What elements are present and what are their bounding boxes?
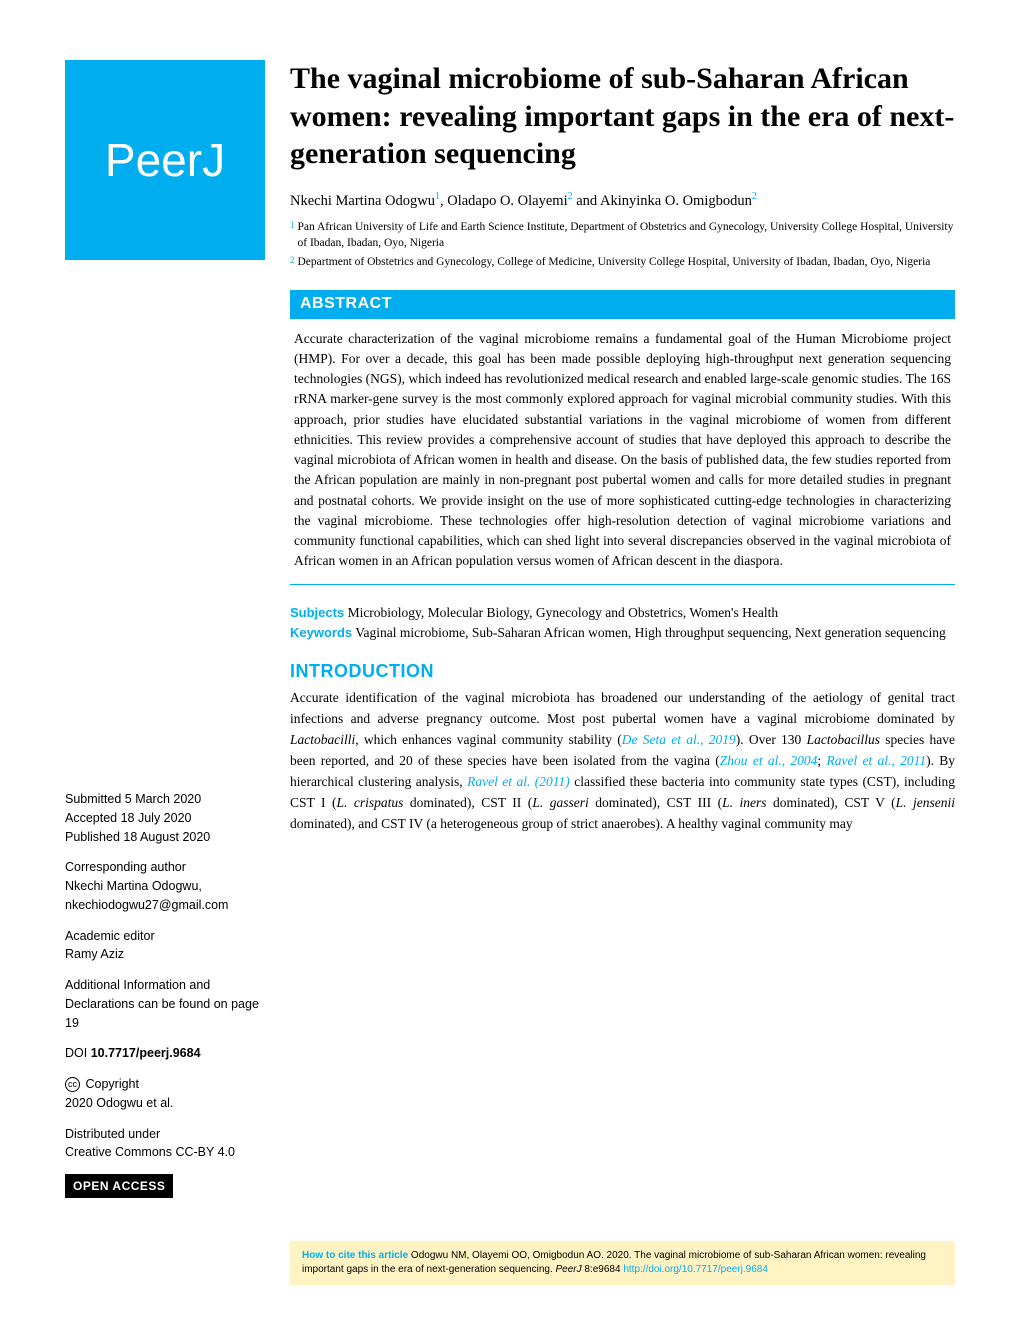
subjects-keywords: Subjects Microbiology, Molecular Biology… <box>290 603 955 644</box>
page-container: PeerJ Submitted 5 March 2020 Accepted 18… <box>0 0 1020 1238</box>
cite-text-2: 8:e9684 <box>582 1264 624 1275</box>
left-column: PeerJ Submitted 5 March 2020 Accepted 18… <box>65 60 265 1198</box>
corresponding-name: Nkechi Martina Odogwu, <box>65 877 265 896</box>
distributed-label: Distributed under <box>65 1125 265 1144</box>
aff-1-text: Pan African University of Life and Earth… <box>298 219 956 251</box>
abstract-box: Accurate characterization of the vaginal… <box>290 318 955 585</box>
intro-text: dominated), and CST IV (a heterogeneous … <box>290 816 853 831</box>
abstract-text: Accurate characterization of the vaginal… <box>294 329 951 572</box>
doi-label: DOI <box>65 1046 91 1060</box>
subjects-label: Subjects <box>290 605 344 620</box>
affiliation-2: 2 Department of Obstetrics and Gynecolog… <box>290 254 955 270</box>
copyright-block: cc Copyright 2020 Odogwu et al. <box>65 1075 265 1113</box>
citation-ref[interactable]: Zhou et al., 2004 <box>720 753 818 768</box>
introduction-heading: INTRODUCTION <box>290 661 955 682</box>
accepted-label: Accepted <box>65 811 121 825</box>
submitted-date: 5 March 2020 <box>125 792 201 806</box>
intro-text: dominated), CST III ( <box>589 795 722 810</box>
logo-text: PeerJ <box>105 133 225 187</box>
intro-text: ). Over 130 <box>736 732 807 747</box>
aff-1-num: 1 <box>290 219 295 251</box>
open-access-badge: OPEN ACCESS <box>65 1174 173 1198</box>
authors-line: Nkechi Martina Odogwu1, Oladapo O. Olaye… <box>290 191 955 210</box>
cite-journal: PeerJ <box>556 1264 582 1275</box>
introduction-paragraph: Accurate identification of the vaginal m… <box>290 688 955 834</box>
dates-block: Submitted 5 March 2020 Accepted 18 July … <box>65 790 265 846</box>
license-text: Creative Commons CC-BY 4.0 <box>65 1143 265 1162</box>
species-name: Lactobacillus <box>807 732 881 747</box>
citation-ref[interactable]: Ravel et al. (2011) <box>467 774 570 789</box>
cite-label: How to cite this article <box>302 1250 408 1261</box>
author-3: Akinyinka O. Omigbodun <box>600 192 752 208</box>
doi-block: DOI 10.7717/peerj.9684 <box>65 1044 265 1063</box>
copyright-text: 2020 Odogwu et al. <box>65 1094 265 1113</box>
species-name: L. gasseri <box>532 795 588 810</box>
subjects-line: Subjects Microbiology, Molecular Biology… <box>290 603 955 623</box>
aff-2-num: 2 <box>290 254 295 270</box>
abstract-heading: ABSTRACT <box>290 290 955 318</box>
additional-info-block: Additional Information and Declarations … <box>65 976 265 1032</box>
editor-name: Ramy Aziz <box>65 945 265 964</box>
species-name: L. iners <box>722 795 766 810</box>
main-column: The vaginal microbiome of sub-Saharan Af… <box>290 60 955 1198</box>
copyright-label: Copyright <box>85 1077 139 1091</box>
citation-ref[interactable]: Ravel et al., 2011 <box>826 753 926 768</box>
submitted-label: Submitted <box>65 792 125 806</box>
license-block: Distributed under Creative Commons CC-BY… <box>65 1125 265 1163</box>
article-title: The vaginal microbiome of sub-Saharan Af… <box>290 60 955 173</box>
intro-text: dominated), CST II ( <box>403 795 532 810</box>
sidebar-metadata: Submitted 5 March 2020 Accepted 18 July … <box>65 790 265 1198</box>
corresponding-author-block: Corresponding author Nkechi Martina Odog… <box>65 858 265 914</box>
species-name: L. crispatus <box>337 795 404 810</box>
citation-footer: How to cite this article Odogwu NM, Olay… <box>290 1241 955 1285</box>
intro-text: Accurate identification of the vaginal m… <box>290 690 955 726</box>
author-2: Oladapo O. Olayemi <box>447 192 567 208</box>
keywords-label: Keywords <box>290 625 352 640</box>
doi-value: 10.7717/peerj.9684 <box>91 1046 201 1060</box>
subjects-text: Microbiology, Molecular Biology, Gynecol… <box>344 605 778 620</box>
affiliation-1: 1 Pan African University of Life and Ear… <box>290 219 955 251</box>
published-label: Published <box>65 830 123 844</box>
accepted-date: 18 July 2020 <box>121 811 192 825</box>
affiliations: 1 Pan African University of Life and Ear… <box>290 219 955 269</box>
intro-text: , which enhances vaginal community stabi… <box>355 732 622 747</box>
author-3-sup: 2 <box>752 191 757 202</box>
journal-logo: PeerJ <box>65 60 265 260</box>
corresponding-email: nkechiodogwu27@gmail.com <box>65 896 265 915</box>
cite-link[interactable]: http://doi.org/10.7717/peerj.9684 <box>623 1264 768 1275</box>
sep: and <box>573 192 600 208</box>
author-1: Nkechi Martina Odogwu <box>290 192 435 208</box>
editor-label: Academic editor <box>65 927 265 946</box>
keywords-text: Vaginal microbiome, Sub-Saharan African … <box>352 625 946 640</box>
corresponding-label: Corresponding author <box>65 858 265 877</box>
keywords-line: Keywords Vaginal microbiome, Sub-Saharan… <box>290 623 955 643</box>
species-name: Lactobacilli <box>290 732 355 747</box>
published-date: 18 August 2020 <box>123 830 210 844</box>
additional-info-text: Additional Information and Declarations … <box>65 976 265 1032</box>
species-name: L. jensenii <box>896 795 955 810</box>
cc-icon: cc <box>65 1077 80 1092</box>
aff-2-text: Department of Obstetrics and Gynecology,… <box>298 254 931 270</box>
intro-text: dominated), CST V ( <box>766 795 895 810</box>
citation-ref[interactable]: De Seta et al., 2019 <box>622 732 736 747</box>
editor-block: Academic editor Ramy Aziz <box>65 927 265 965</box>
